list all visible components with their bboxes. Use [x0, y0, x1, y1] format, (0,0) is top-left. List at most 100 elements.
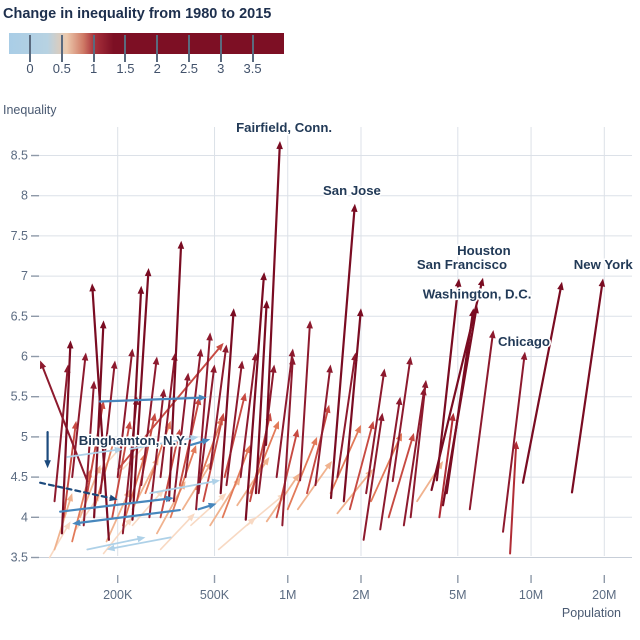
- trend-arrow-head: [489, 329, 496, 339]
- trend-arrow: [365, 371, 385, 495]
- trend-arrow-head: [395, 396, 403, 406]
- trend-arrow-head: [520, 351, 528, 361]
- trend-arrow-head: [218, 412, 226, 422]
- trend-arrow: [148, 391, 165, 519]
- trend-arrow-head: [262, 457, 270, 466]
- y-tick-label: 8.5: [11, 149, 28, 163]
- trend-arrow: [129, 288, 143, 503]
- y-tick-label: 7.5: [11, 229, 28, 243]
- trend-arrow: [66, 448, 120, 458]
- chart-title: Change in inequality from 1980 to 2015: [3, 6, 272, 22]
- trend-arrow-head: [125, 420, 132, 430]
- trend-arrow-head: [251, 352, 259, 361]
- trend-arrow: [299, 323, 311, 482]
- trend-arrow-head: [292, 473, 300, 482]
- trend-arrow-head: [39, 360, 47, 370]
- x-tick-label: 10M: [519, 588, 543, 602]
- trend-arrow-head: [136, 535, 146, 543]
- x-tick-label: 500K: [200, 588, 230, 602]
- trend-arrow: [239, 355, 257, 479]
- legend-tick: [92, 35, 95, 62]
- trend-arrow: [265, 475, 299, 523]
- trend-arrow-head: [292, 428, 300, 438]
- trend-arrow: [86, 537, 143, 551]
- x-tick-label: 1M: [279, 588, 296, 602]
- trend-arrow-head: [378, 412, 385, 422]
- trend-arrow-head: [144, 268, 152, 277]
- trend-arrow: [159, 515, 193, 551]
- trend-arrow-head: [306, 320, 313, 329]
- trend-arrow-head: [263, 300, 270, 309]
- trend-arrow-head: [311, 436, 318, 446]
- legend-tick-label: 3.5: [243, 61, 262, 76]
- trend-arrow-head: [201, 438, 211, 445]
- legend-tick: [60, 35, 63, 62]
- trend-arrow: [59, 497, 171, 513]
- trend-arrow-head: [66, 493, 73, 502]
- trend-arrow-head: [137, 285, 145, 294]
- trend-arrow-head: [449, 412, 456, 422]
- trend-arrow-head: [99, 320, 107, 329]
- legend-tick: [251, 35, 254, 62]
- trend-arrow: [202, 415, 224, 503]
- trend-arrow: [438, 415, 454, 519]
- trend-arrow-head: [184, 372, 191, 381]
- trend-arrow: [131, 491, 163, 527]
- trend-arrow: [342, 311, 362, 503]
- y-tick-label: 4: [21, 510, 28, 524]
- trend-arrow: [209, 347, 227, 471]
- trend-arrow-head: [270, 364, 277, 373]
- city-label: San Francisco: [417, 257, 507, 272]
- trend-arrow: [60, 343, 72, 535]
- trend-arrow: [502, 354, 526, 533]
- trend-arrow-head: [380, 368, 387, 377]
- trend-arrow: [40, 363, 89, 483]
- y-tick-label: 3.5: [11, 551, 28, 565]
- trend-arrow-head: [150, 412, 157, 422]
- trend-arrow: [445, 311, 475, 495]
- trend-arrow-head: [211, 478, 221, 486]
- trend-arrow-head: [368, 420, 375, 430]
- trend-arrow-head: [152, 356, 160, 365]
- city-label: Chicago: [498, 334, 550, 349]
- y-tick-label: 6.5: [11, 309, 28, 323]
- city-label: Washington, D.C.: [423, 287, 532, 302]
- trend-arrow-head: [190, 444, 197, 454]
- trend-arrow: [140, 359, 158, 487]
- trend-arrow: [286, 439, 317, 511]
- trend-arrow: [169, 447, 196, 519]
- trend-arrow-head: [354, 424, 361, 434]
- trend-arrow-head: [272, 420, 280, 430]
- x-tick-label: 2M: [352, 588, 369, 602]
- trend-arrow: [387, 435, 414, 519]
- trend-arrow-head: [128, 348, 135, 357]
- trend-arrow-head: [598, 278, 606, 287]
- trend-arrow: [93, 323, 105, 519]
- city-label: Houston: [457, 243, 510, 258]
- trend-arrow: [362, 415, 383, 541]
- trend-arrow: [281, 359, 294, 527]
- trend-arrow-head: [222, 344, 229, 353]
- trend-arrow-head: [469, 308, 476, 317]
- trend-arrow: [167, 243, 183, 502]
- trend-arrow: [39, 481, 115, 500]
- trend-arrow: [219, 311, 235, 495]
- legend-tick-label: 1: [89, 61, 98, 76]
- trend-arrow-head: [260, 272, 267, 281]
- trend-arrow: [509, 443, 518, 555]
- trend-arrow-head: [177, 240, 185, 249]
- trend-arrow: [370, 435, 402, 503]
- trend-arrow: [336, 355, 357, 479]
- trend-arrow-head: [324, 461, 333, 470]
- y-tick-label: 7: [21, 269, 28, 283]
- trend-arrow-head: [190, 435, 199, 442]
- legend-gradient-bar: [9, 33, 284, 54]
- trend-arrow: [275, 351, 294, 479]
- trend-arrow: [129, 436, 196, 450]
- trend-arrow: [131, 270, 150, 521]
- trend-arrow-head: [89, 283, 96, 292]
- trend-arrow: [223, 395, 246, 479]
- trend-arrow-head: [557, 281, 564, 291]
- y-tick-label: 5.5: [11, 390, 28, 404]
